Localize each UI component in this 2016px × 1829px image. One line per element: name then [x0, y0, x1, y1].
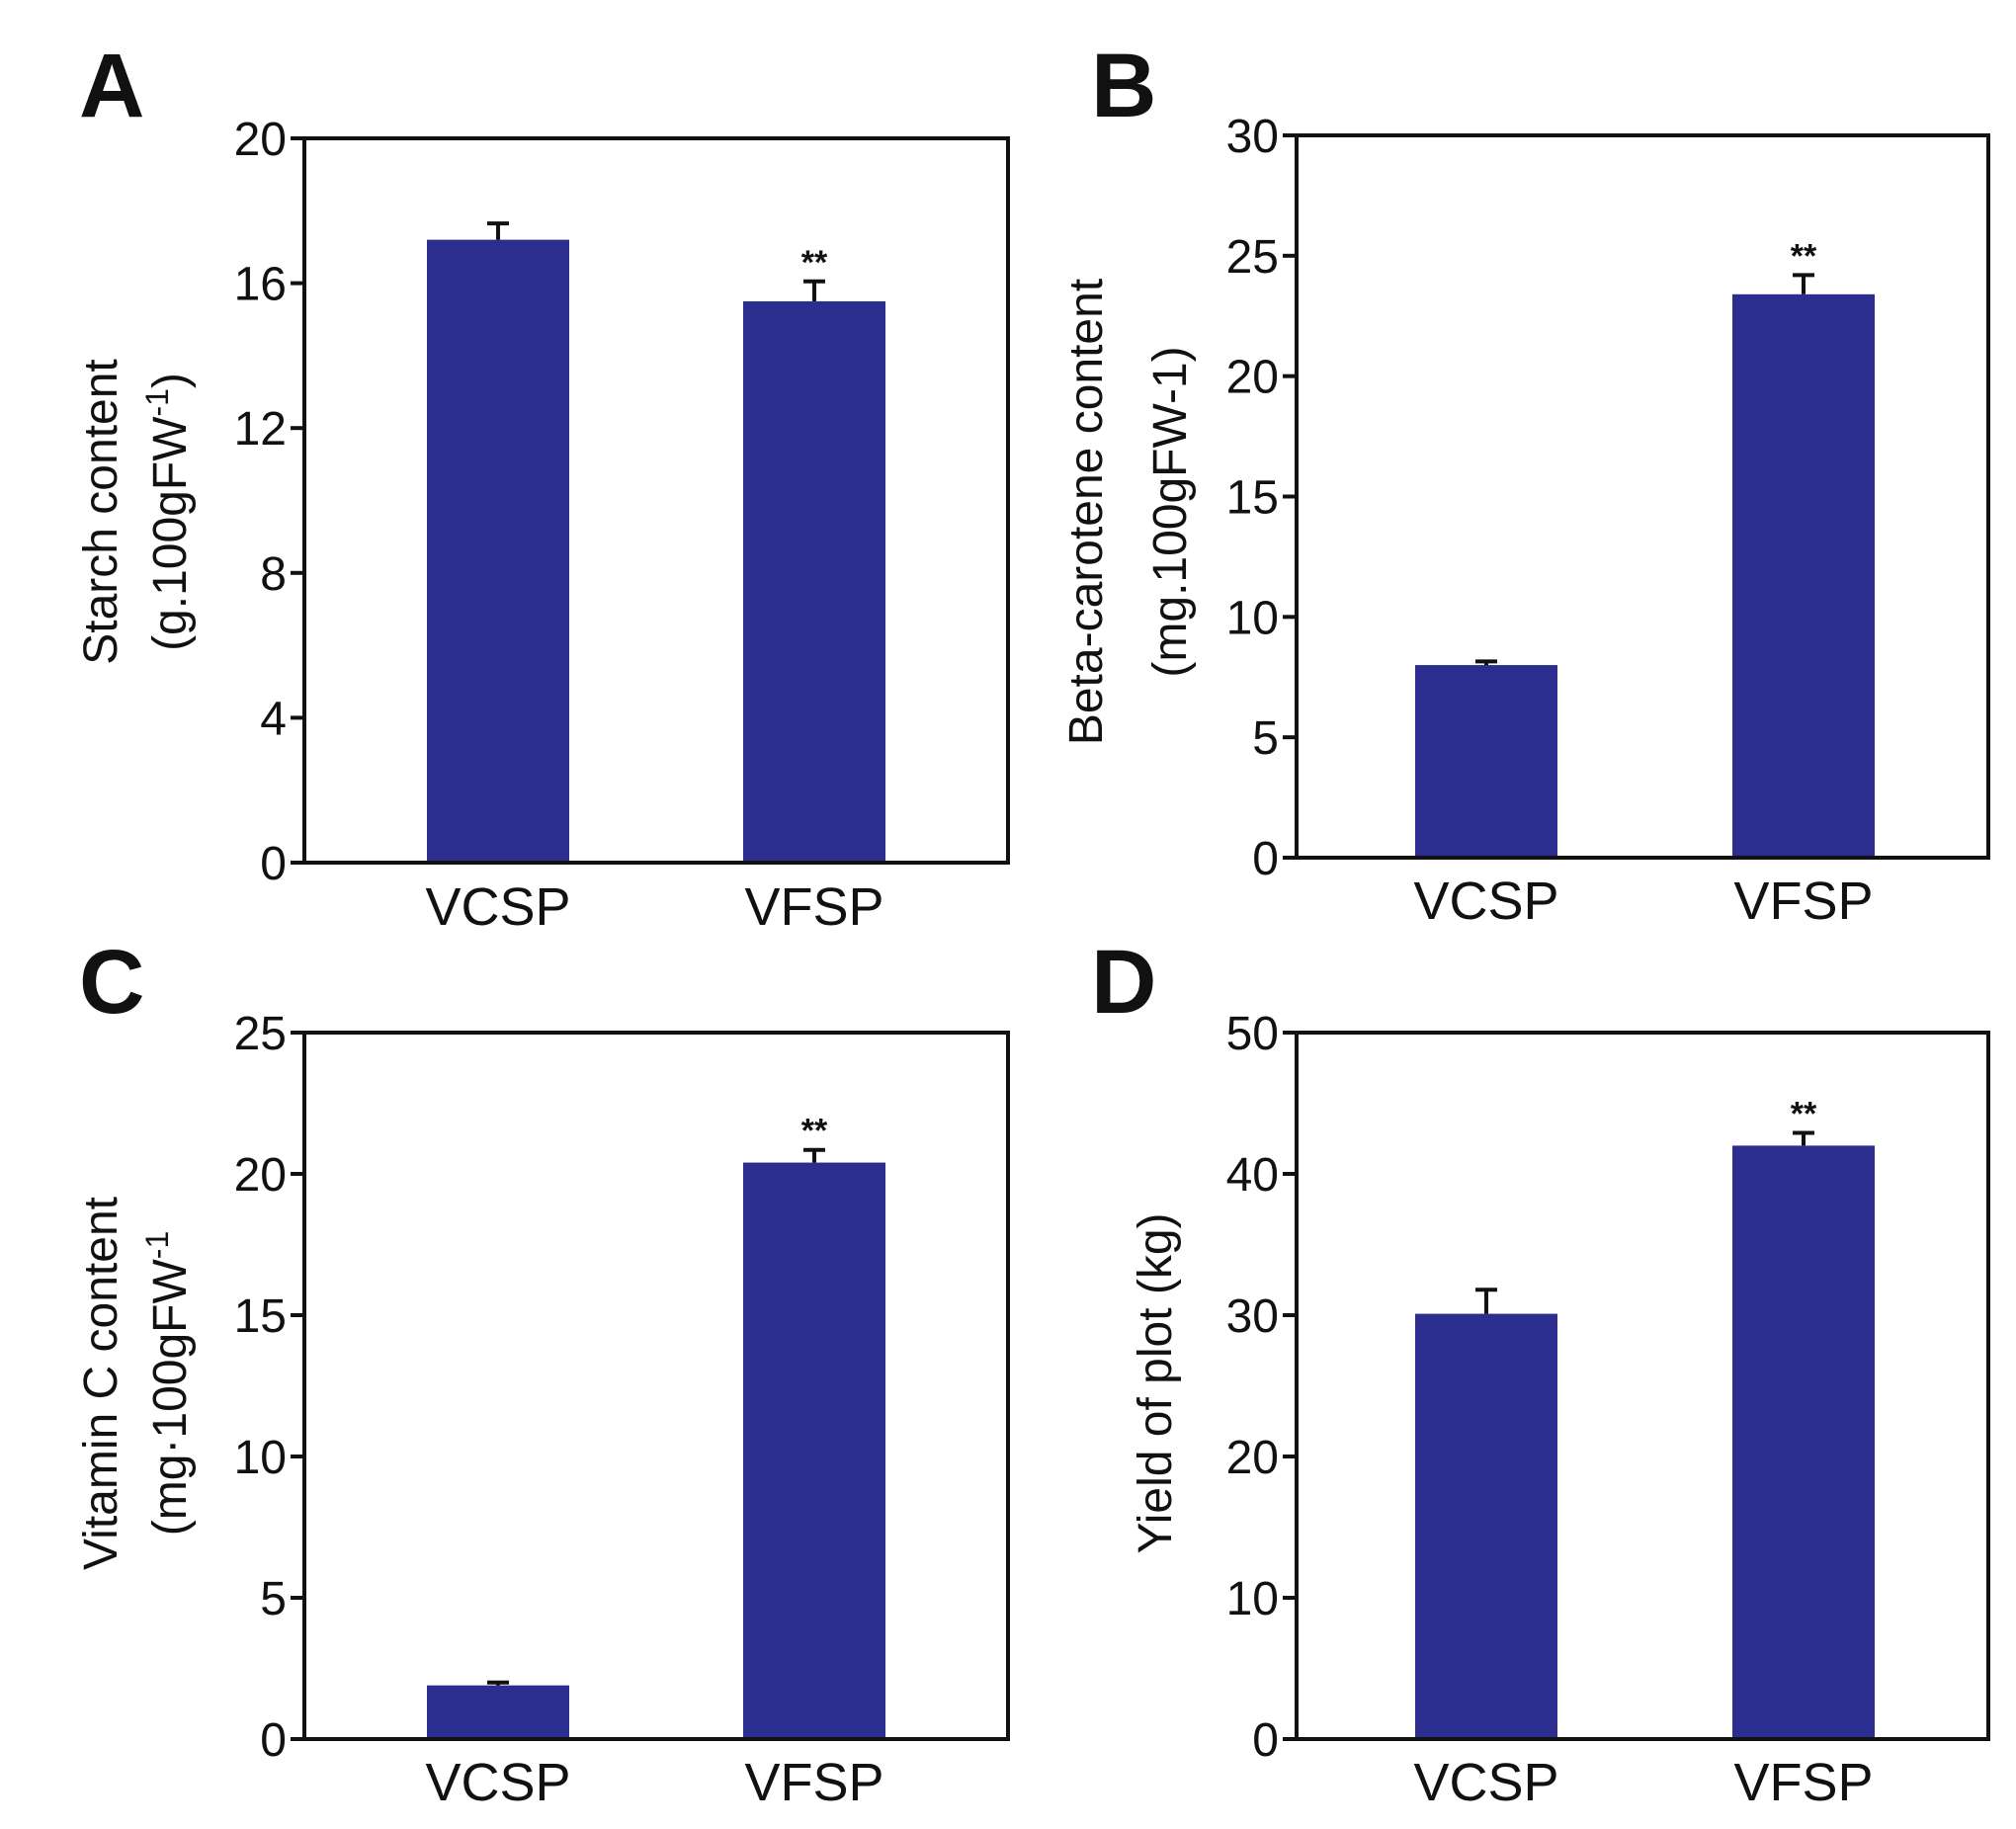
significance-label: **: [1791, 1096, 1817, 1133]
bar: [1415, 1313, 1557, 1739]
y-tick-label: 0: [1252, 833, 1279, 885]
x-tick-label: VCSP: [1413, 1753, 1558, 1812]
y-tick-label: 20: [1226, 1432, 1279, 1484]
significance-label: **: [1791, 237, 1817, 275]
y-tick-label: 5: [260, 1573, 287, 1625]
y-tick-label: 10: [234, 1432, 287, 1484]
significance-label: **: [801, 244, 828, 282]
y-tick-label: 5: [1252, 712, 1279, 765]
y-axis-label-units: (mg·100gFW-1: [139, 1231, 197, 1537]
y-axis-label-superscript: -1: [139, 388, 175, 416]
bar: [1732, 1145, 1875, 1739]
y-tick-label: 30: [1226, 111, 1279, 163]
y-tick-label: 25: [1226, 231, 1279, 284]
plot-frame: [1295, 133, 1990, 860]
x-tick-label: VCSP: [425, 877, 570, 937]
significance-label: **: [801, 1113, 828, 1150]
panel-letter: B: [1091, 36, 1156, 136]
x-tick-label: VCSP: [425, 1753, 570, 1812]
bar: [427, 239, 569, 863]
y-tick-label: 20: [1226, 352, 1279, 404]
y-tick-label: 10: [1226, 592, 1279, 644]
panel-letter: C: [79, 932, 144, 1033]
y-tick-label: 10: [1226, 1573, 1279, 1625]
y-tick-label: 8: [260, 548, 287, 601]
panel-letter: A: [79, 36, 144, 136]
y-tick-label: 0: [260, 838, 287, 890]
bar: [743, 1162, 885, 1739]
y-axis-label: Vitamin C content: [75, 1197, 127, 1570]
bar: [1415, 665, 1557, 858]
y-tick-label: 0: [260, 1714, 287, 1767]
y-tick-label: 4: [260, 693, 287, 745]
y-tick-label: 15: [234, 1290, 287, 1343]
y-axis-label-units: (mg.100gFW-1): [1144, 346, 1197, 677]
bar: [1732, 293, 1875, 858]
panel-letter: D: [1091, 932, 1156, 1033]
y-axis-label-close: ): [144, 373, 197, 388]
y-tick-label: 30: [1226, 1290, 1279, 1343]
panel-d: D VCSP ** VFSP 0 10 20 30 40 50 Yield of plot (kg): [1091, 932, 1990, 1812]
y-tick-label: 15: [1226, 472, 1279, 525]
y-axis-label-units-text: (mg·100gFW: [144, 1259, 197, 1537]
y-axis-label: Beta-carotene content: [1060, 279, 1113, 745]
y-axis-label-superscript: -1: [139, 1231, 175, 1259]
y-axis-label-units-text: (mg.100gFW-1): [1144, 346, 1197, 677]
plot-frame: [302, 136, 1010, 865]
y-tick-label: 12: [234, 403, 287, 456]
plot-frame: [302, 1031, 1010, 1741]
y-tick-label: 16: [234, 259, 287, 311]
bar: [427, 1685, 569, 1739]
y-tick-label: 50: [1226, 1008, 1279, 1060]
plot-frame: [1295, 1031, 1990, 1741]
y-axis-label: Yield of plot (kg): [1130, 1212, 1182, 1553]
y-axis-label-units: (g.100gFW-1): [139, 373, 197, 651]
panel-b: B VCSP ** VFSP 0 5 10 15 20 25 30 Beta-carotene con…: [1060, 36, 1990, 931]
x-tick-label: VFSP: [1733, 872, 1873, 931]
y-tick-label: 20: [234, 114, 287, 166]
y-tick-label: 20: [234, 1149, 287, 1202]
x-tick-label: VFSP: [744, 877, 883, 937]
x-tick-label: VFSP: [744, 1753, 883, 1812]
x-tick-label: VFSP: [1733, 1753, 1873, 1812]
y-tick-label: 40: [1226, 1149, 1279, 1202]
bar: [743, 300, 885, 863]
y-axis-label: Starch content: [75, 359, 127, 665]
y-tick-label: 25: [234, 1008, 287, 1060]
y-tick-label: 0: [1252, 1714, 1279, 1767]
y-axis-label-units-text: (g.100gFW: [144, 416, 197, 651]
x-tick-label: VCSP: [1413, 872, 1558, 931]
